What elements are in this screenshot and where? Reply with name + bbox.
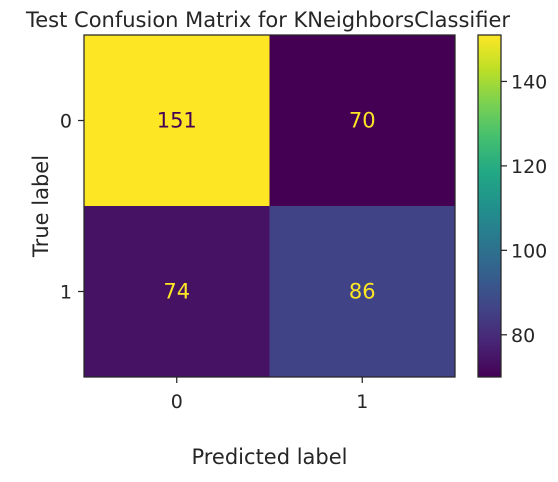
cell-value-label: 70 [349, 109, 376, 133]
y-tick-label: 0 [60, 111, 72, 133]
cell-value-label: 151 [157, 109, 197, 133]
colorbar-tick-label: 100 [511, 240, 547, 262]
y-axis-ticks: 01 [60, 111, 84, 304]
cell-value-label: 74 [163, 280, 190, 304]
heatmap-cell [84, 206, 270, 378]
plot-frame [83, 34, 456, 378]
heatmap-cell-labels: 151 70 74 86 [157, 109, 376, 304]
colorbar [477, 34, 502, 378]
y-axis-label: True label [29, 155, 53, 258]
chart-title: Test Confusion Matrix for KNeighborsClas… [25, 8, 510, 32]
heatmap-cell [269, 206, 456, 378]
colorbar-tick-label: 140 [511, 71, 547, 93]
colorbar-ticks: 80 100 120 140 [501, 71, 547, 347]
x-axis-label: Predicted label [191, 445, 347, 469]
heatmap-cells [84, 35, 456, 378]
cell-value-label: 86 [349, 280, 376, 304]
x-tick-label: 0 [171, 391, 183, 413]
y-tick-label: 1 [60, 282, 72, 304]
x-tick-label: 1 [356, 391, 368, 413]
colorbar-tick-label: 80 [511, 325, 535, 347]
colorbar-tick-label: 120 [511, 156, 547, 178]
heatmap-cell [84, 35, 270, 207]
heatmap-cell [269, 35, 456, 207]
